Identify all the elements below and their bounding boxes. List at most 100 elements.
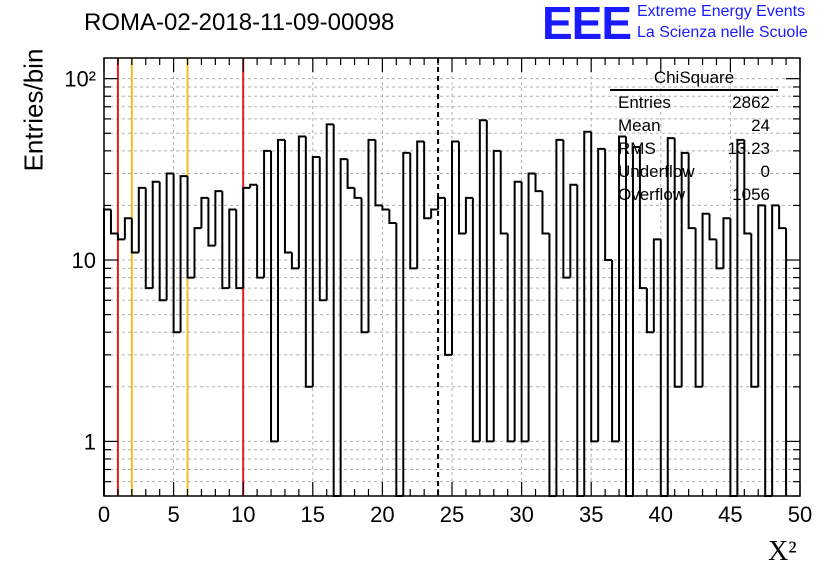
histogram-bin — [430, 208, 439, 219]
histogram-bin — [687, 152, 696, 230]
histogram-bin — [757, 204, 766, 387]
histogram-bin — [673, 138, 682, 388]
histogram-bin — [388, 209, 397, 225]
histogram-bin — [290, 252, 299, 270]
histogram-bin — [360, 197, 369, 334]
histogram-bin — [457, 141, 466, 235]
histogram-bin — [471, 197, 480, 443]
histogram-bin — [193, 227, 202, 278]
histogram-bin — [569, 183, 578, 278]
x-tick-label: 0 — [98, 502, 110, 527]
stats-value: 1056 — [732, 185, 770, 204]
histogram-bin — [297, 135, 306, 269]
histogram-bin — [179, 175, 188, 333]
histogram-bin — [200, 196, 209, 229]
histogram-bin — [249, 183, 258, 188]
x-axis-title-text: X² — [768, 536, 797, 567]
histogram-bin — [235, 209, 244, 290]
histogram-bin — [513, 180, 522, 442]
stats-value: 13.23 — [727, 139, 770, 158]
histogram-bin — [597, 147, 606, 442]
histogram-bin — [256, 184, 265, 279]
histogram-bin — [444, 197, 452, 356]
y-axis-title: Entries/bin — [18, 48, 49, 172]
histogram-bin — [109, 209, 118, 235]
histogram-bin — [694, 228, 703, 388]
x-tick-label: 10 — [231, 502, 255, 527]
stats-label: Overflow — [618, 185, 686, 204]
histogram-bin — [548, 233, 557, 497]
histogram-bin — [541, 191, 550, 235]
histogram-bin — [207, 197, 216, 247]
histogram-bin — [346, 159, 355, 189]
histogram-bin — [158, 181, 167, 302]
histogram-bin — [437, 196, 446, 210]
stats-value: 0 — [760, 162, 770, 181]
histogram-bin — [137, 186, 146, 253]
x-tick-label: 30 — [509, 502, 533, 527]
eee-logo: EEE — [542, 0, 632, 49]
histogram-bin — [583, 130, 592, 496]
histogram-bin — [270, 150, 278, 443]
histogram-bin — [652, 238, 661, 333]
histogram-bin — [645, 288, 654, 334]
histogram-bin — [708, 213, 717, 241]
histogram-bin — [736, 138, 745, 496]
histogram-bin — [638, 146, 647, 290]
histogram-bin — [750, 233, 759, 388]
histogram-bin — [611, 260, 620, 443]
histogram-bin — [485, 120, 494, 443]
histogram-bin — [534, 173, 543, 193]
histogram-bin — [367, 138, 376, 333]
histogram-bin — [263, 149, 272, 278]
x-tick-label: 20 — [370, 502, 394, 527]
stats-title: ChiSquare — [653, 68, 735, 87]
histogram-bin — [311, 155, 320, 387]
logo-caption-line2: La Scienza nelle Scuole — [637, 24, 808, 41]
histogram-bin — [277, 138, 285, 442]
histogram-bin — [318, 156, 327, 302]
histogram-bin — [151, 180, 160, 289]
histogram-bin — [478, 119, 487, 442]
stats-value: 2862 — [732, 93, 770, 112]
histogram-bin — [116, 233, 125, 241]
x-axis-title: X² — [768, 536, 797, 568]
histogram-bin — [381, 205, 390, 211]
histogram-bin — [214, 190, 223, 246]
histogram-bin — [130, 218, 139, 254]
histogram-bin — [304, 136, 313, 388]
histogram-bin — [778, 205, 787, 230]
stats-box: ChiSquare Entries 2862 Mean 24 RMS 13.23… — [610, 66, 778, 206]
y-tick-label: 10 — [72, 248, 96, 273]
histogram-bin — [409, 152, 418, 270]
histogram-bin — [527, 172, 536, 442]
histogram-bin — [701, 212, 710, 387]
histogram-bin — [325, 123, 334, 301]
histogram-bin — [743, 139, 752, 235]
stats-label: Mean — [618, 116, 661, 135]
histogram-bin — [165, 172, 174, 301]
histogram-bin — [395, 223, 404, 497]
x-tick-label: 50 — [788, 502, 812, 527]
histogram-bin — [506, 233, 515, 443]
histogram-bin — [555, 138, 564, 496]
histogram-bin — [618, 135, 626, 442]
y-tick-label: 10² — [64, 67, 96, 92]
histogram-bin — [123, 217, 132, 240]
histogram-bin — [631, 145, 640, 496]
histogram-bin — [103, 208, 111, 496]
histogram-bin — [402, 151, 411, 496]
x-tick-label: 40 — [649, 502, 673, 527]
histogram-bin — [771, 204, 780, 496]
stats-label: Entries — [618, 93, 671, 112]
histogram-bin — [499, 150, 508, 235]
stats-divider — [610, 89, 778, 91]
histogram-bin — [562, 139, 571, 279]
x-tick-label: 35 — [579, 502, 603, 527]
logo-caption-line1: Extreme Energy Events — [637, 3, 806, 20]
histogram-bin — [423, 141, 432, 220]
histogram-bin — [374, 139, 383, 207]
histogram-bin — [715, 239, 724, 270]
histogram-bin — [339, 158, 348, 496]
